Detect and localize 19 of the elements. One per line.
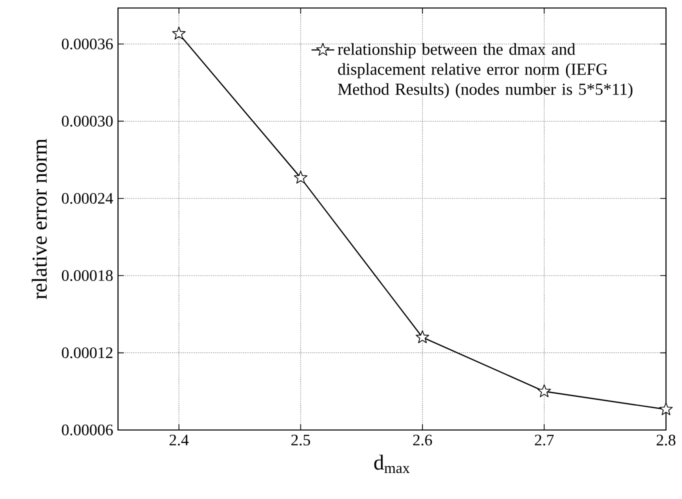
- point: [659, 402, 673, 416]
- point: [416, 330, 430, 344]
- point: [172, 26, 186, 40]
- y-tick-label: 0.00030: [62, 116, 113, 127]
- x-tick-label: 2.4: [170, 434, 189, 446]
- x-axis-title: d$_{max}$: [374, 454, 410, 474]
- x-tick-label: 2.7: [534, 434, 554, 446]
- x-tick-label: 2.8: [656, 434, 676, 446]
- x-tick-label: 2.5: [291, 434, 310, 446]
- y-tick-label: 0.00012: [62, 347, 112, 358]
- y-tick-label: 0.00036: [62, 38, 113, 50]
- point: [537, 384, 551, 398]
- x-tick-label: 2.6: [413, 434, 432, 446]
- point: [294, 170, 308, 184]
- y-tick-label: 0.00018: [62, 270, 113, 282]
- legend-label: relationship between the dmax and displacement relative error norm (IEFG Method Results) (nodes number is 5*5*11): [338, 43, 632, 98]
- y-axis-title: relative error norm: [32, 138, 47, 300]
- y-tick-label: 0.00024: [62, 192, 114, 204]
- y-tick-label: 0.00006: [62, 424, 113, 436]
